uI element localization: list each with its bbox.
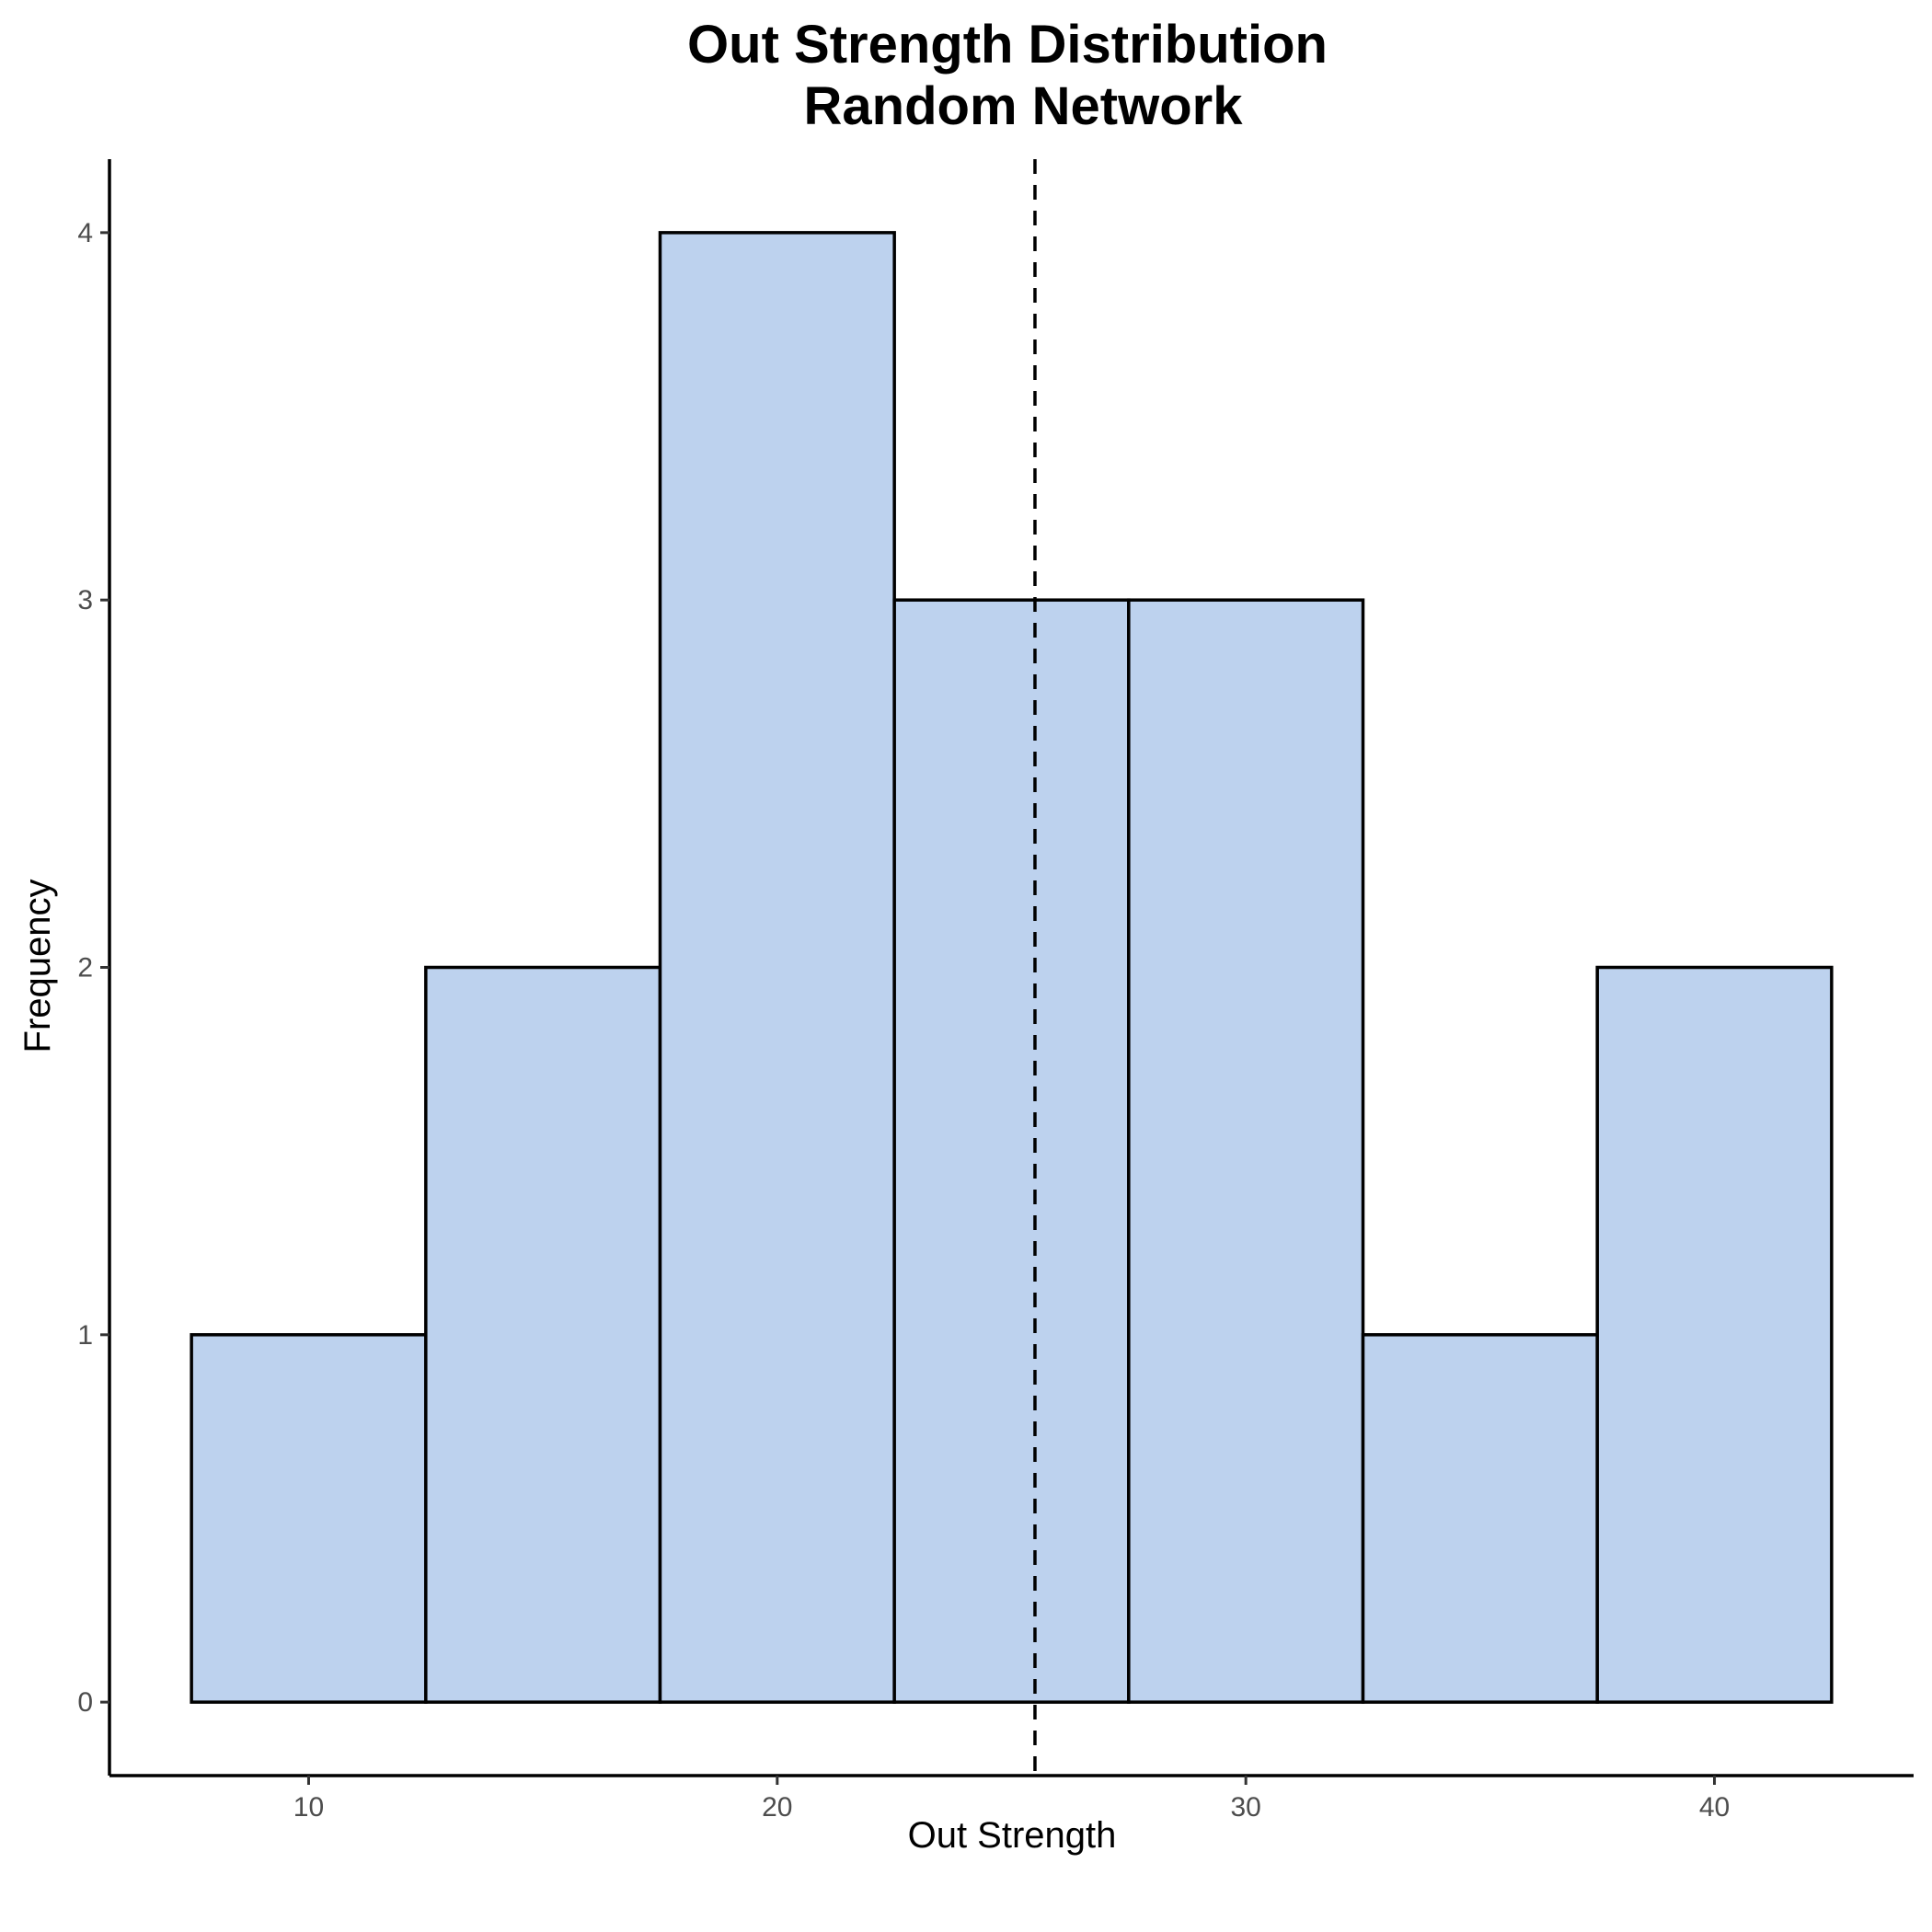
- y-tick-label: 0: [77, 1687, 93, 1718]
- histogram-bar-7: [1595, 965, 1834, 1704]
- x-ticks-layer: 10 20 30 40: [293, 1776, 1730, 1823]
- y-tick-label: 1: [77, 1320, 93, 1351]
- histogram-bar-2: [424, 965, 662, 1704]
- histogram-bar-5: [1127, 598, 1365, 1704]
- x-tick-label: 30: [1230, 1792, 1260, 1823]
- y-tick-label: 3: [77, 585, 93, 615]
- x-tick-label: 40: [1699, 1792, 1730, 1823]
- y-axis-label: Frequency: [17, 880, 58, 1053]
- histogram-bar-1: [190, 1333, 428, 1704]
- chart-title: Out Strength Distribution: [687, 15, 1328, 75]
- bars-layer: [190, 231, 1834, 1704]
- histogram-bar-6: [1361, 1333, 1599, 1704]
- x-tick-label: 10: [293, 1792, 324, 1823]
- x-axis-label: Out Strength: [908, 1815, 1117, 1856]
- y-ticks-layer: 0 1 2 3 4: [77, 218, 109, 1718]
- chart-subtitle: Random Network: [804, 76, 1244, 136]
- y-tick-label: 4: [77, 218, 93, 248]
- x-tick-label: 20: [762, 1792, 792, 1823]
- histogram-bar-4: [892, 598, 1131, 1704]
- y-tick-label: 2: [77, 953, 93, 983]
- histogram-bar-3: [658, 231, 896, 1704]
